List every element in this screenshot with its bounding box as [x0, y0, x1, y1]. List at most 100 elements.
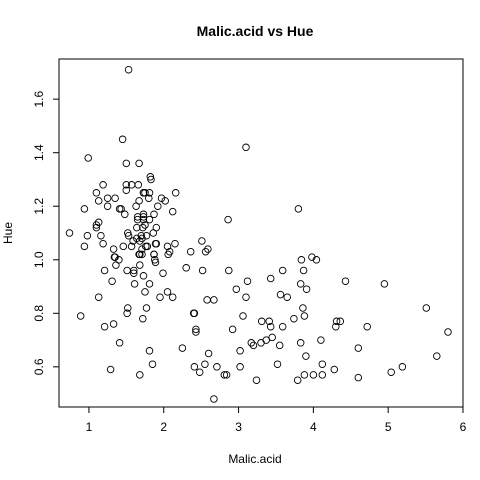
data-point [444, 328, 452, 336]
data-point [135, 197, 143, 205]
data-point [243, 277, 252, 285]
data-point [157, 194, 166, 202]
data-point [115, 339, 124, 347]
data-point [312, 256, 321, 264]
data-point [94, 293, 103, 301]
data-point [222, 371, 231, 379]
data-point [143, 242, 152, 251]
data-point [192, 328, 200, 336]
x-tick-label: 1 [86, 420, 93, 434]
data-point [99, 181, 107, 189]
data-point [171, 239, 179, 248]
data-point [210, 296, 218, 304]
data-point [268, 333, 276, 342]
data-point [332, 322, 340, 331]
y-tick-label: 1.6 [32, 90, 46, 107]
y-axis: 0.6 0.8 1.0 1.2 1.4 1.6 [32, 90, 59, 375]
data-point [92, 189, 101, 197]
data-point [108, 277, 116, 285]
data-point [122, 159, 131, 168]
data-point [123, 266, 131, 275]
data-point [119, 242, 128, 251]
data-point [92, 221, 101, 229]
data-point [262, 336, 270, 344]
x-tick-label: 5 [385, 420, 392, 434]
data-point [341, 277, 350, 285]
data-point [80, 205, 89, 213]
data-point [236, 347, 244, 355]
plot-frame [58, 58, 464, 408]
data-point [130, 266, 138, 275]
data-point [139, 272, 148, 280]
data-point [80, 242, 89, 251]
data-point [142, 231, 151, 240]
data-point [106, 365, 115, 374]
data-point [302, 285, 311, 293]
data-point [142, 304, 151, 312]
data-point [145, 347, 154, 355]
data-point [136, 261, 144, 269]
data-point [186, 247, 195, 256]
data-point [133, 223, 141, 232]
data-point [380, 280, 389, 288]
data-point [242, 293, 250, 301]
y-tick-label: 1.0 [32, 251, 46, 268]
data-point [141, 221, 149, 229]
data-point [122, 181, 131, 189]
data-point [317, 336, 325, 344]
data-point [138, 250, 146, 259]
x-tick-label: 2 [160, 420, 167, 434]
data-point [192, 325, 200, 334]
data-point [224, 215, 232, 224]
data-point [190, 309, 199, 318]
data-point [290, 314, 298, 323]
data-point [318, 360, 327, 368]
data-point [204, 245, 212, 253]
data-point [123, 309, 131, 318]
chart-title: Malic.acid vs Hue [197, 23, 314, 39]
data-point [225, 266, 233, 275]
data-point [276, 290, 285, 299]
data-point [118, 135, 127, 144]
x-tick-label: 3 [235, 420, 242, 434]
data-point [141, 189, 149, 197]
data-point [83, 231, 92, 240]
data-point [195, 368, 204, 376]
data-point [154, 202, 162, 210]
data-point [387, 368, 395, 376]
data-point [283, 293, 291, 301]
data-point [266, 322, 275, 331]
data-point [136, 371, 144, 379]
data-point [115, 205, 124, 213]
data-point [121, 210, 129, 219]
data-point [150, 250, 158, 259]
y-tick-label: 0.8 [32, 305, 46, 322]
data-point [124, 65, 133, 74]
data-point [100, 266, 109, 275]
data-point [168, 207, 177, 216]
data-point [127, 242, 136, 251]
data-point [278, 322, 287, 331]
data-point [141, 288, 149, 296]
data-point [103, 194, 112, 202]
data-point [302, 352, 310, 360]
data-point [134, 181, 143, 189]
data-point [278, 266, 287, 275]
data-point [135, 159, 143, 168]
data-point [152, 223, 161, 232]
data-point [309, 371, 318, 379]
x-tick-label: 6 [460, 420, 467, 434]
data-point [109, 245, 118, 253]
data-point [100, 322, 109, 331]
data-point [300, 371, 309, 379]
data-point [164, 250, 172, 259]
data-point [103, 202, 112, 210]
data-point [139, 210, 148, 219]
data-point [148, 360, 157, 368]
data-point [275, 341, 284, 350]
y-tick-label: 0.6 [32, 358, 46, 375]
data-point [163, 242, 172, 251]
data-point [220, 371, 229, 379]
y-tick-label: 1.4 [32, 144, 46, 161]
data-point [422, 304, 431, 312]
